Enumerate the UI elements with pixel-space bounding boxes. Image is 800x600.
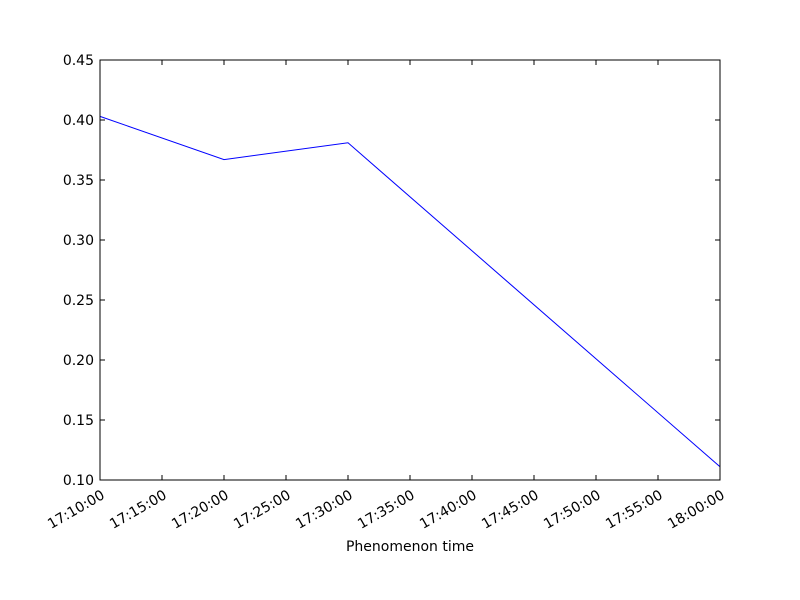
x-tick-label: 17:55:00 [603, 487, 665, 532]
x-axis-label: Phenomenon time [346, 539, 474, 555]
x-tick-label: 17:15:00 [107, 487, 169, 532]
x-tick-label: 17:50:00 [541, 487, 603, 532]
y-tick-label: 0.25 [63, 293, 94, 309]
x-tick-label: 17:25:00 [231, 487, 293, 532]
y-tick-label: 0.35 [63, 173, 94, 189]
y-tick-label: 0.40 [63, 113, 94, 129]
y-tick-label: 0.20 [63, 353, 94, 369]
y-tick-label: 0.45 [63, 53, 94, 69]
series-layer [99, 115, 721, 468]
x-tick-label: 17:30:00 [293, 487, 355, 532]
x-tick-label: 17:40:00 [417, 487, 479, 532]
plot-frame [99, 59, 721, 481]
x-tick-label: 17:35:00 [355, 487, 417, 532]
x-tick-label: 17:45:00 [479, 487, 541, 532]
y-tick-label: 0.30 [63, 233, 94, 249]
series-line [99, 115, 721, 468]
y-axis-ticks: 0.10 0.15 0.20 0.25 0.30 0.35 0.40 0.45 [63, 53, 720, 489]
plot-area [100, 60, 720, 480]
y-tick-label: 0.15 [63, 413, 94, 429]
x-tick-label: 17:10:00 [45, 487, 107, 532]
x-tick-label: 17:20:00 [169, 487, 231, 532]
x-tick-label: 18:00:00 [665, 487, 727, 532]
y-tick-label: 0.10 [63, 473, 94, 489]
